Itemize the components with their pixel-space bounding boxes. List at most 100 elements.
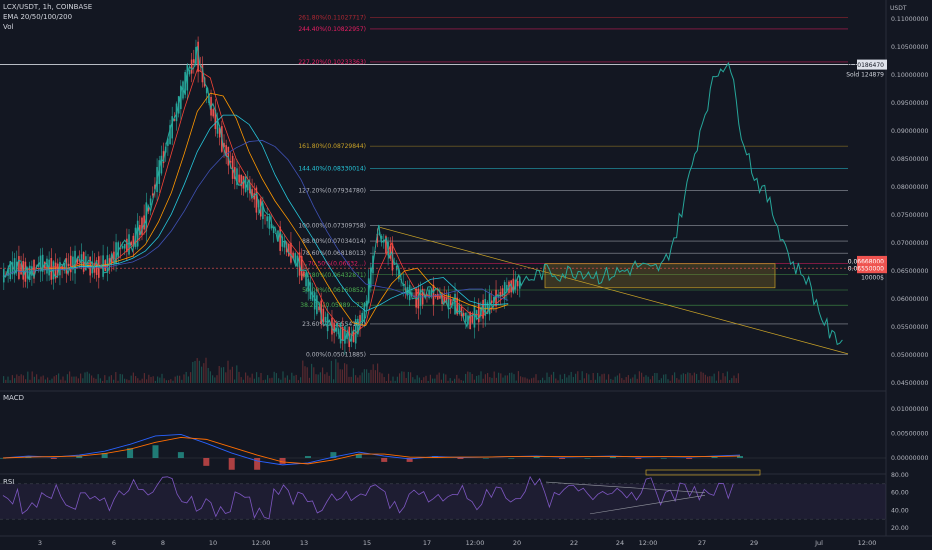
volume-bar <box>403 371 405 383</box>
candle-body <box>100 264 102 269</box>
fib-level-label: 61.80%(0.06432871) <box>302 272 366 279</box>
volume-bar <box>238 371 240 383</box>
candle-body <box>456 297 458 315</box>
volume-bar <box>242 379 244 383</box>
candle-body <box>110 254 113 263</box>
candle-body <box>117 242 120 258</box>
macd-histogram-bar <box>635 458 642 459</box>
volume-bar <box>493 371 495 383</box>
volume-bar <box>440 379 442 383</box>
volume-legend[interactable]: Vol <box>3 23 14 31</box>
volume-bar <box>467 371 469 383</box>
candle-body <box>255 187 258 213</box>
rsi-legend[interactable]: RSI <box>3 478 15 486</box>
candle-body <box>380 235 383 239</box>
rsi-tick: 60.00 <box>891 490 909 497</box>
volume-bar <box>183 374 185 383</box>
volume-bar <box>11 375 13 383</box>
volume-bar <box>680 374 682 383</box>
volume-bar <box>643 376 645 383</box>
volume-bar <box>460 380 462 383</box>
volume-bar <box>27 371 29 383</box>
volume-bar <box>91 375 93 383</box>
volume-bar <box>641 372 643 383</box>
volume-bar <box>330 360 332 383</box>
volume-bar <box>322 367 324 383</box>
rsi-line <box>2 475 734 520</box>
volume-bar <box>689 373 691 383</box>
volume-bar <box>656 373 658 383</box>
macd-highlight-box <box>645 469 761 476</box>
candle-body <box>283 241 286 248</box>
volume-bar <box>592 373 594 383</box>
fib-level-label: 70.50%(0.06632...) <box>308 261 366 268</box>
rsi-trendline-upper <box>545 481 706 493</box>
macd-histogram-bar <box>304 456 311 458</box>
volume-bar <box>383 377 385 383</box>
macd-legend[interactable]: MACD <box>3 394 24 402</box>
candle-body <box>171 116 173 139</box>
macd-histogram-bar <box>177 452 184 458</box>
macd-tick: 0.00000000 <box>891 455 928 462</box>
candle-body <box>477 303 480 323</box>
ema-legend[interactable]: EMA 20/50/100/200 <box>3 13 73 21</box>
candle-body <box>506 284 508 293</box>
price-tag-red-2: 0.06550000 <box>848 266 884 273</box>
candle-body <box>316 295 318 314</box>
volume-bar <box>436 374 438 383</box>
volume-bar <box>341 369 343 383</box>
volume-bar <box>546 372 548 383</box>
volume-bar <box>352 368 354 383</box>
candle-body <box>365 300 368 307</box>
price-tick: 0.06000000 <box>891 296 928 303</box>
macd-histogram-bar <box>254 458 261 470</box>
macd-pane <box>0 434 886 476</box>
volume-bar <box>478 375 480 383</box>
candle-body <box>119 247 122 249</box>
volume-bar <box>245 372 247 383</box>
volume-bar <box>447 380 449 383</box>
volume-bar <box>557 380 559 383</box>
volume-bar <box>269 378 271 383</box>
volume-bar <box>260 372 262 383</box>
descending-trendline <box>379 226 849 355</box>
volume-bar <box>379 372 381 383</box>
volume-bar <box>192 361 194 383</box>
candle-body <box>322 308 325 323</box>
volume-bar <box>533 377 535 383</box>
volume-bar <box>682 373 684 383</box>
fib-level-label: 227.20%(0.10233363) <box>298 59 366 66</box>
volume-bar <box>696 373 698 383</box>
trend-drawings[interactable]: 0.10186470 Sold 124879 0.066680000.0655000… <box>0 59 887 355</box>
volume-bar <box>143 373 145 383</box>
volume-bar <box>625 377 627 383</box>
candle-body <box>305 272 307 287</box>
candle-body <box>484 298 487 316</box>
volume-bar <box>597 372 599 383</box>
candle-body <box>143 215 145 230</box>
chart-symbol-legend[interactable]: LCX/USDT, 1h, COINBASE <box>3 3 93 11</box>
volume-bar <box>491 377 493 383</box>
volume-bar <box>55 374 57 383</box>
candlesticks <box>2 36 521 355</box>
rsi-pane <box>0 475 886 520</box>
volume-bar <box>99 378 101 383</box>
volume-bar <box>487 373 489 383</box>
volume-bar <box>445 374 447 383</box>
candle-body <box>307 279 310 291</box>
candle-body <box>503 282 506 300</box>
volume-bar <box>504 375 506 383</box>
macd-histogram-bar <box>660 458 667 459</box>
candle-body <box>212 109 215 117</box>
volume-bar <box>669 380 671 383</box>
fibonacci-extension-levels[interactable]: 261.80%(0.11027717) 244.40%(0.10822957) 22… <box>0 14 886 358</box>
macd-histogram-bar <box>432 456 439 458</box>
macd-histogram-bar <box>76 456 83 458</box>
volume-bar <box>634 374 636 383</box>
volume-bar <box>363 369 365 383</box>
position-size-note: 10000$ <box>861 275 884 282</box>
volume-bar <box>649 379 651 383</box>
volume-bar <box>181 379 183 383</box>
volume-bar <box>71 376 73 383</box>
